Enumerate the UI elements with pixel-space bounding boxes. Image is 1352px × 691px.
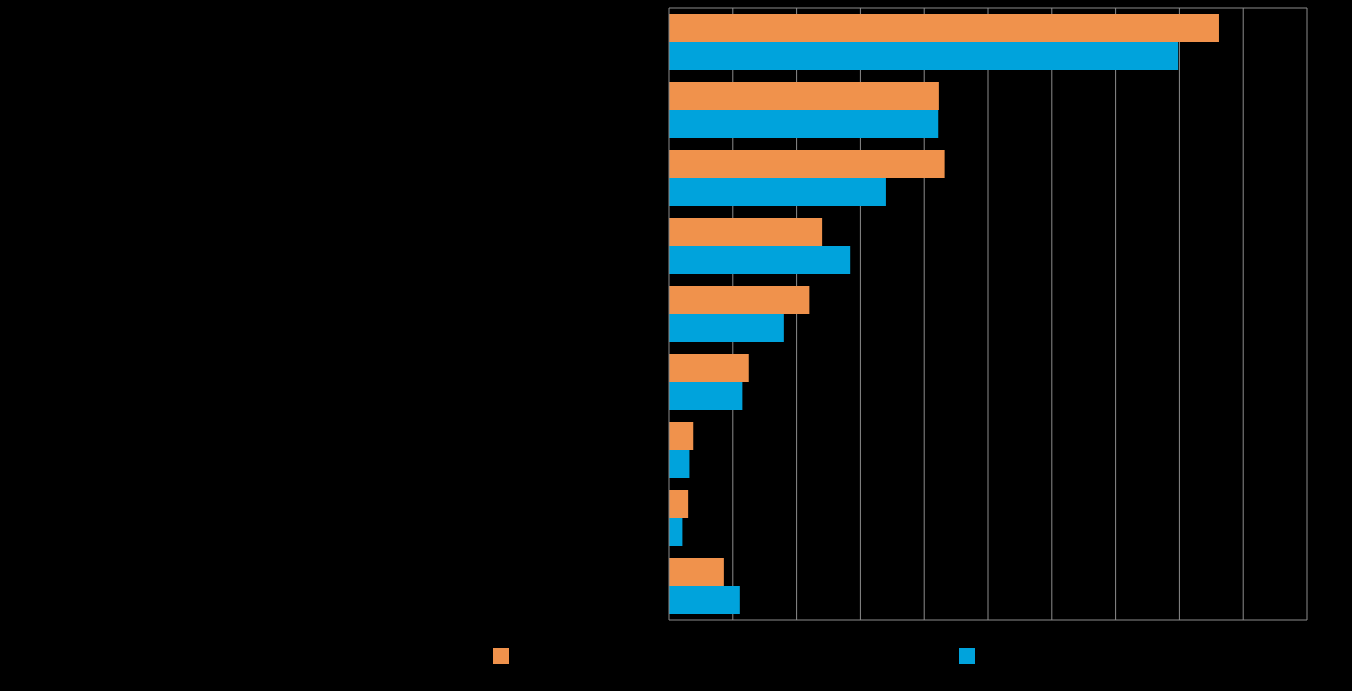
bar-series-2-category-8 xyxy=(669,518,683,546)
bar-series-2-category-7 xyxy=(669,450,690,478)
bar-series-2-category-2 xyxy=(669,110,939,138)
bar-series-1-category-7 xyxy=(669,422,694,450)
bar-series-2-category-3 xyxy=(669,178,886,206)
legend-swatch-series-1 xyxy=(493,648,509,664)
legend-swatch-series-2 xyxy=(959,648,975,664)
legend-item-series-2 xyxy=(959,648,975,664)
bar-series-2-category-4 xyxy=(669,246,851,274)
bar-series-2-category-1 xyxy=(669,42,1179,70)
bars xyxy=(669,14,1219,614)
bar-series-1-category-4 xyxy=(669,218,823,246)
bar-series-2-category-6 xyxy=(669,382,743,410)
bar-series-1-category-9 xyxy=(669,558,724,586)
bar-series-1-category-2 xyxy=(669,82,939,110)
bar-series-1-category-6 xyxy=(669,354,749,382)
bar-series-1-category-3 xyxy=(669,150,945,178)
legend-item-series-1 xyxy=(493,648,509,664)
bar-series-2-category-5 xyxy=(669,314,784,342)
bar-series-1-category-1 xyxy=(669,14,1219,42)
bar-series-1-category-5 xyxy=(669,286,810,314)
bar-series-2-category-9 xyxy=(669,586,740,614)
bar-series-1-category-8 xyxy=(669,490,689,518)
